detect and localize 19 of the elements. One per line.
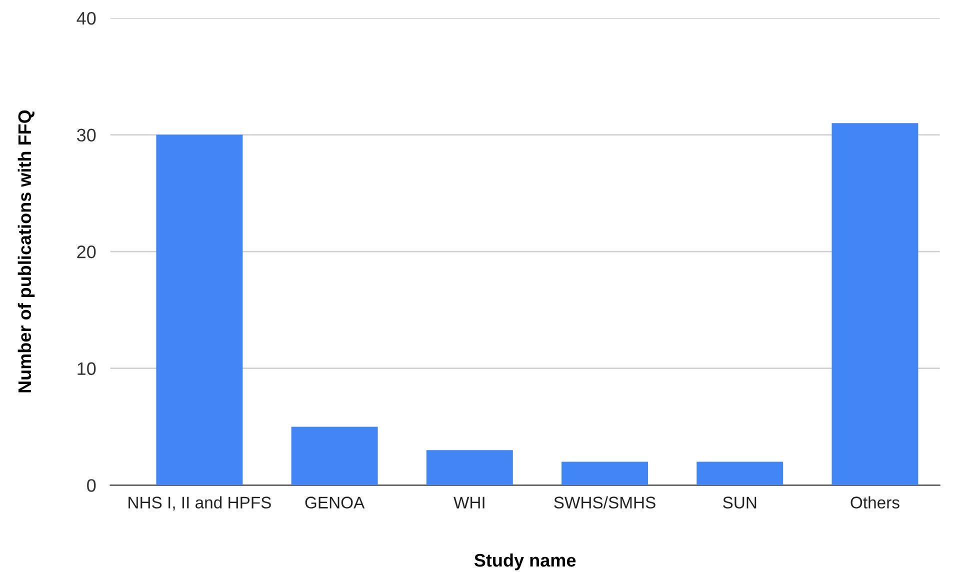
x-axis-title: Study name bbox=[474, 553, 576, 570]
x-tick-label: Others bbox=[850, 496, 900, 508]
bar bbox=[562, 462, 648, 486]
bar bbox=[291, 426, 378, 486]
x-tick-label: WHI bbox=[454, 496, 484, 508]
y-tick-label: 0 bbox=[87, 479, 96, 492]
x-tick-label: SWHS/SMHS bbox=[554, 496, 656, 508]
bar bbox=[426, 450, 513, 486]
x-tick-label: SUN bbox=[723, 496, 756, 508]
bar bbox=[696, 462, 784, 486]
y-tick-label: 30 bbox=[77, 128, 96, 142]
x-tick-label: NHS I, II and HPFS bbox=[128, 496, 271, 510]
y-tick-label: 40 bbox=[76, 12, 96, 25]
bar bbox=[156, 134, 243, 486]
y-axis-title: Number of publications with FFQ bbox=[18, 110, 35, 392]
x-tick-label: GENOA bbox=[305, 496, 365, 508]
y-tick-label: 20 bbox=[77, 246, 96, 258]
bar bbox=[832, 123, 918, 486]
y-tick-label: 10 bbox=[78, 362, 96, 376]
